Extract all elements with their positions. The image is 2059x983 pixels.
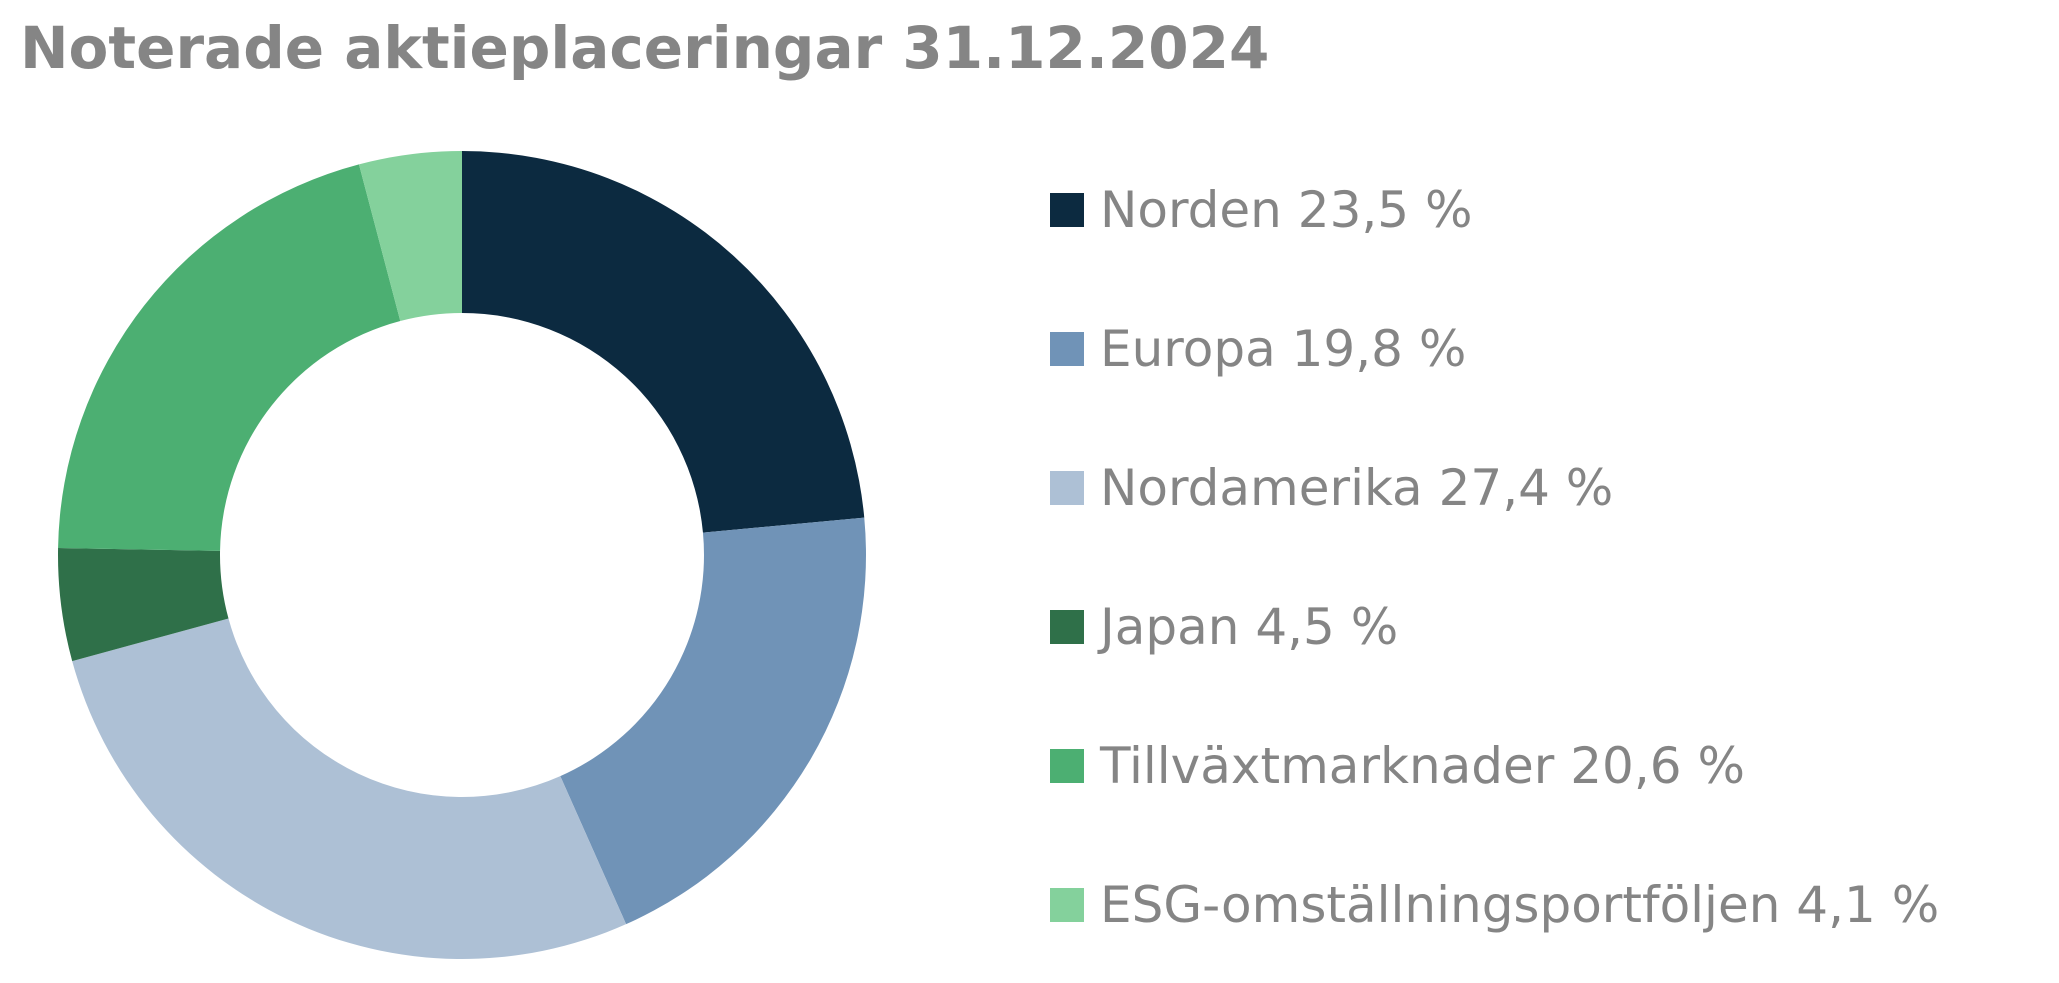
legend-item: Europa 19,8 % <box>1050 319 1466 379</box>
legend-item: Tillväxtmarknader 20,6 % <box>1050 736 1745 796</box>
donut-slice-5 <box>58 164 401 551</box>
legend-item: Japan 4,5 % <box>1050 597 1398 657</box>
donut-slice-6 <box>358 151 462 322</box>
legend-swatch <box>1050 610 1084 644</box>
legend-swatch <box>1050 749 1084 783</box>
legend-label: Tillväxtmarknader 20,6 % <box>1100 737 1745 795</box>
legend-swatch <box>1050 332 1084 366</box>
legend-label: Europa 19,8 % <box>1100 320 1467 378</box>
legend-label: Japan 4,5 % <box>1100 598 1399 656</box>
legend-item: Norden 23,5 % <box>1050 180 1473 240</box>
donut-slice-2 <box>560 517 867 925</box>
legend-item: Nordamerika 27,4 % <box>1050 458 1613 518</box>
donut-slice-3 <box>72 618 627 960</box>
donut-chart <box>58 151 867 960</box>
legend-label: ESG-omställningsportföljen 4,1 % <box>1100 876 1940 934</box>
donut-slice-4 <box>58 548 229 662</box>
legend-swatch <box>1050 888 1084 922</box>
legend: Norden 23,5 % Europa 19,8 % Nordamerika … <box>1050 180 2010 940</box>
chart-title: Noterade aktieplaceringar 31.12.2024 <box>20 14 1270 82</box>
legend-swatch <box>1050 471 1084 505</box>
legend-swatch <box>1050 193 1084 227</box>
donut-slice-1 <box>462 151 865 533</box>
legend-label: Norden 23,5 % <box>1100 181 1473 239</box>
legend-label: Nordamerika 27,4 % <box>1100 459 1614 517</box>
legend-item: ESG-omställningsportföljen 4,1 % <box>1050 875 1939 935</box>
